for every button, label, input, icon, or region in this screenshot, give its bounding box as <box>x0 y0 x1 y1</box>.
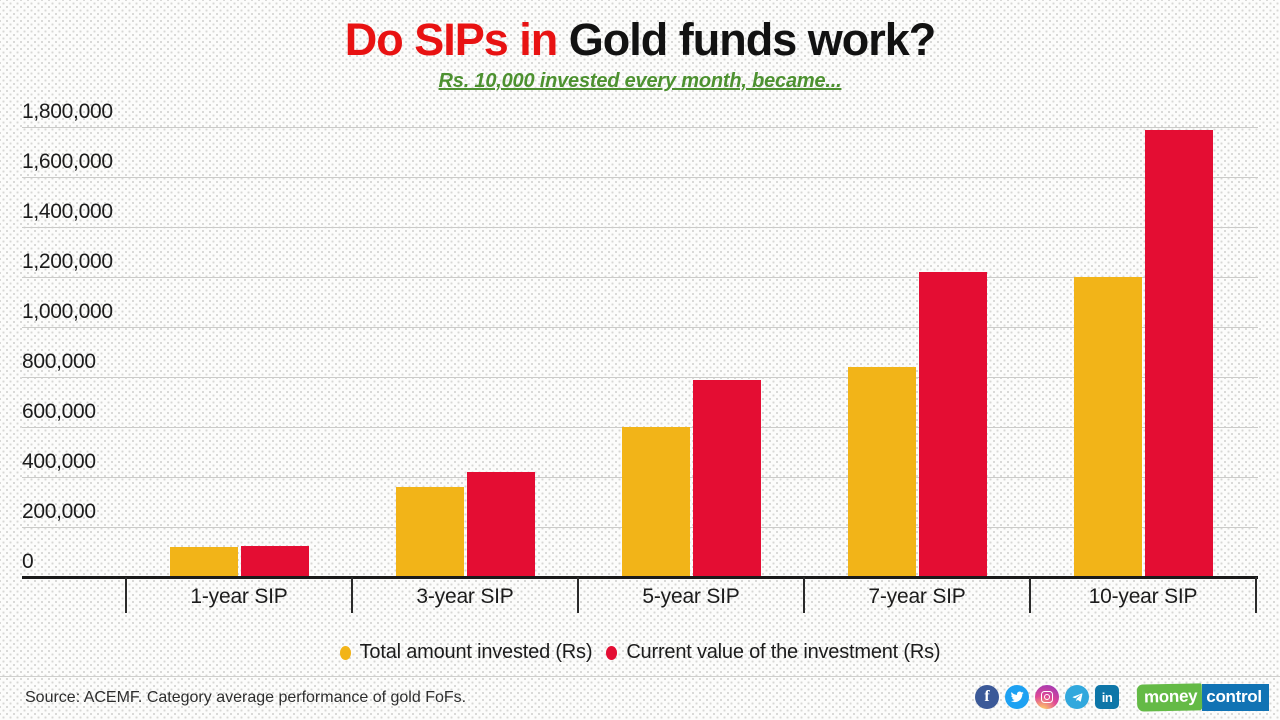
legend: Total amount invested (Rs) Current value… <box>0 641 1280 664</box>
legend-label-invested: Total amount invested (Rs) <box>359 641 593 663</box>
y-tick-label: 1,400,000 <box>22 200 113 223</box>
gridline <box>22 276 1258 278</box>
legend-item-current: Current value of the investment (Rs) <box>606 641 941 664</box>
legend-label-current: Current value of the investment (Rs) <box>626 641 941 663</box>
category-separator <box>803 577 805 613</box>
bar-invested <box>395 487 464 577</box>
bar-invested <box>847 367 916 577</box>
logo-money: money <box>1136 683 1203 712</box>
page-title-rest: Gold funds work? <box>557 14 936 65</box>
bar-current <box>240 545 309 577</box>
gridline <box>22 176 1258 178</box>
category-separator <box>125 577 127 613</box>
category-separator <box>577 577 579 613</box>
instagram-camera-glyph <box>1041 691 1053 703</box>
source-text: Source: ACEMF. Category average performa… <box>25 689 467 706</box>
category-label: 5-year SIP <box>642 585 740 608</box>
chart-subtitle: Rs. 10,000 invested every month, became.… <box>438 69 842 92</box>
y-tick-label: 0 <box>22 550 34 573</box>
instagram-icon[interactable] <box>1035 685 1059 709</box>
bar-invested <box>1073 277 1142 577</box>
y-tick-label: 1,800,000 <box>22 100 113 123</box>
telegram-icon[interactable] <box>1065 685 1089 709</box>
bar-current <box>918 272 987 577</box>
twitter-icon[interactable] <box>1005 685 1029 709</box>
legend-dot-invested-icon <box>339 645 351 660</box>
y-tick-label: 1,200,000 <box>22 250 113 273</box>
category-label: 1-year SIP <box>190 585 288 608</box>
y-tick-label: 400,000 <box>22 450 96 473</box>
bar-current <box>1144 129 1213 577</box>
social-links: f in <box>975 685 1119 709</box>
y-tick-label: 600,000 <box>22 400 96 423</box>
y-tick-label: 1,000,000 <box>22 300 113 323</box>
bar-current <box>692 379 761 577</box>
linkedin-icon[interactable]: in <box>1095 685 1119 709</box>
gridline <box>22 126 1258 128</box>
header: Do SIPs in Gold funds work? Rs. 10,000 i… <box>0 0 1280 93</box>
x-axis-line <box>22 576 1258 579</box>
legend-item-invested: Total amount invested (Rs) <box>339 641 593 664</box>
bar-invested <box>169 547 238 577</box>
category-separator <box>351 577 353 613</box>
category-label: 7-year SIP <box>868 585 966 608</box>
y-tick-label: 200,000 <box>22 500 96 523</box>
footer: Source: ACEMF. Category average performa… <box>0 677 1280 720</box>
gridline <box>22 226 1258 228</box>
bar-invested <box>621 427 690 577</box>
logo-control: control <box>1202 684 1269 711</box>
category-separator <box>1255 577 1257 613</box>
y-tick-label: 800,000 <box>22 350 96 373</box>
moneycontrol-logo[interactable]: money control <box>1136 683 1269 712</box>
gridline <box>22 376 1258 378</box>
footer-divider <box>0 676 1280 677</box>
y-tick-label: 1,600,000 <box>22 150 113 173</box>
legend-dot-current-icon <box>606 645 618 660</box>
page-title: Do SIPs in Gold funds work? <box>0 14 1280 66</box>
category-label: 3-year SIP <box>416 585 514 608</box>
bar-current <box>466 472 535 577</box>
gridline <box>22 326 1258 328</box>
category-separator <box>1029 577 1031 613</box>
page-title-highlight: Do SIPs in <box>344 14 559 65</box>
category-label: 10-year SIP <box>1088 585 1198 608</box>
facebook-icon[interactable]: f <box>975 685 999 709</box>
